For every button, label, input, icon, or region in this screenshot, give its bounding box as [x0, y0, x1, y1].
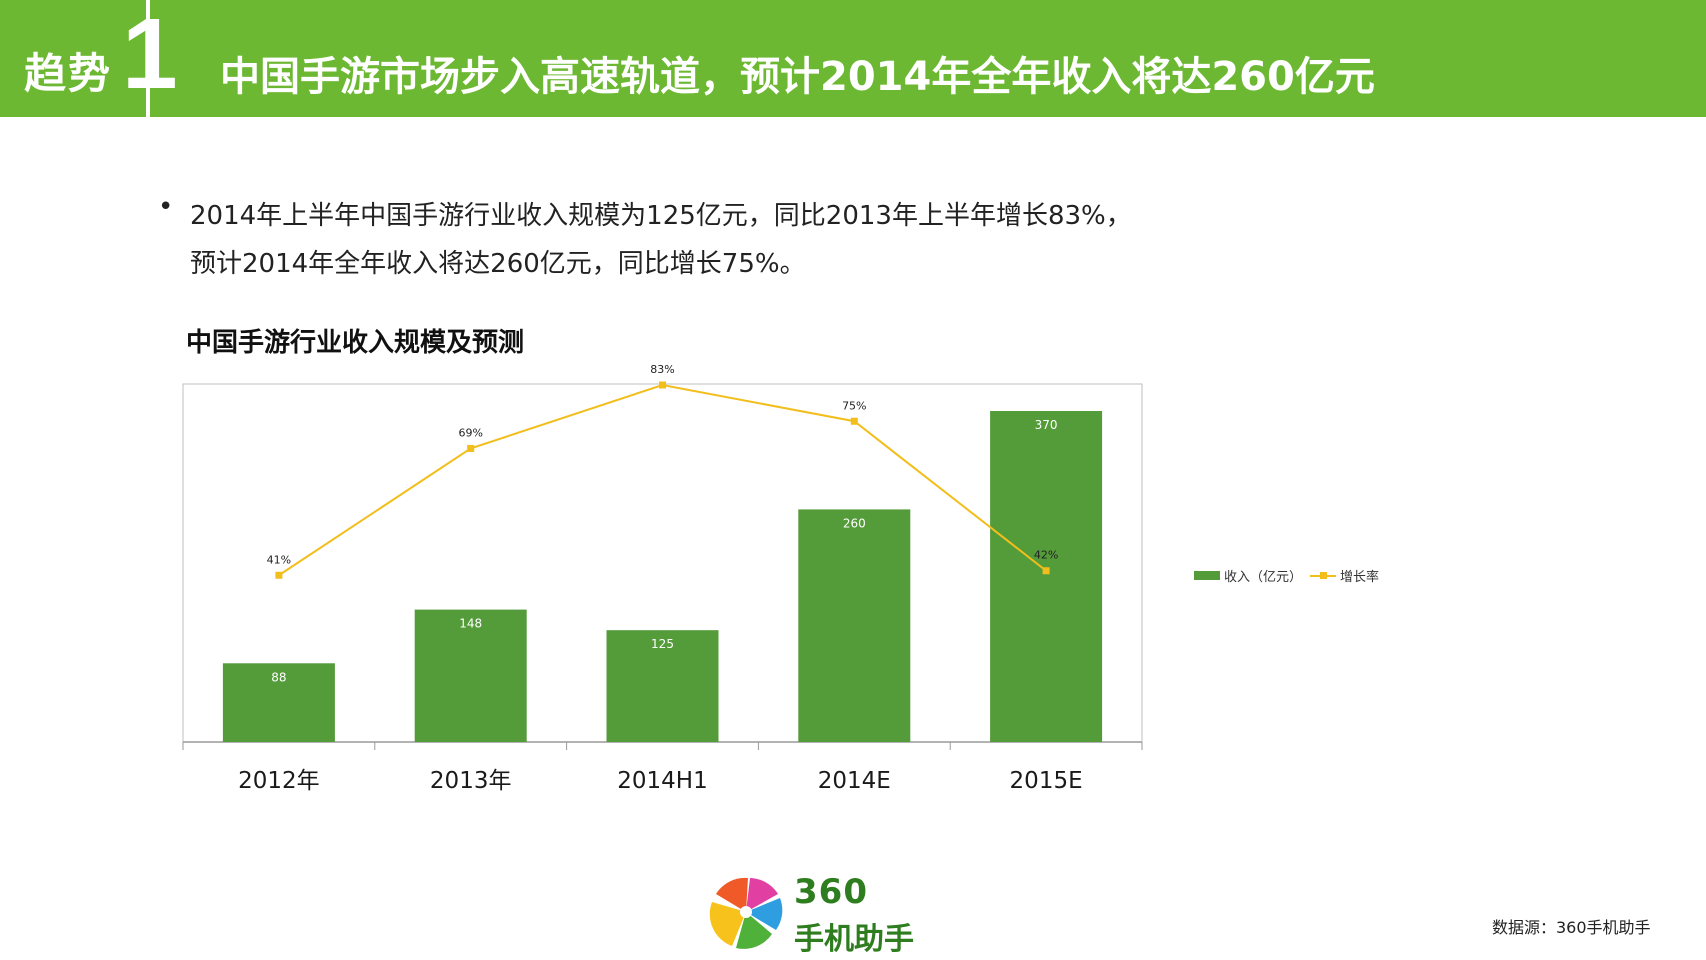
- page-title: 中国手游市场步入高速轨道，预计2014年全年收入将达260亿元: [220, 54, 1375, 100]
- x-tick-label: 2013年: [430, 768, 512, 794]
- bar-value-label: 88: [271, 670, 286, 684]
- header-bar: 趋势 1 中国手游市场步入高速轨道，预计2014年全年收入将达260亿元: [0, 0, 1706, 117]
- bar-value-label: 370: [1035, 418, 1058, 432]
- x-tick-label: 2015E: [1010, 768, 1083, 794]
- growth-value-label: 42%: [1034, 549, 1058, 562]
- legend-item-revenue: 收入（亿元）: [1194, 566, 1302, 585]
- growth-line: [278, 383, 1047, 577]
- x-tick-label: 2012年: [238, 768, 320, 794]
- logo-number: 360: [794, 872, 868, 912]
- growth-value-label: 41%: [267, 553, 291, 566]
- bar: [798, 509, 911, 742]
- legend-label-growth: 增长率: [1340, 570, 1380, 585]
- growth-point: [467, 444, 475, 452]
- bar: [414, 609, 527, 742]
- legend-bar-swatch: [1194, 571, 1220, 580]
- bullet-line-2: 预计2014年全年收入将达260亿元，同比增长75%。: [190, 249, 806, 279]
- brand-logo: 360 手机助手: [706, 872, 1006, 957]
- growth-value-label: 83%: [650, 363, 674, 376]
- bullet-line-1: 2014年上半年中国手游行业收入规模为125亿元，同比2013年上半年增长83%…: [190, 201, 1132, 231]
- chart-title: 中国手游行业收入规模及预测: [186, 328, 525, 358]
- chart-legend: 收入（亿元） 增长率: [1194, 566, 1379, 585]
- growth-point: [1042, 567, 1050, 575]
- bar: [606, 630, 719, 742]
- growth-point: [659, 381, 666, 389]
- bar-value-label: 148: [459, 617, 482, 631]
- header-divider: [146, 0, 150, 117]
- bar-value-label: 125: [651, 637, 674, 651]
- data-source: 数据源：360手机助手: [1492, 918, 1651, 937]
- bullet-dot-icon: •: [158, 192, 174, 222]
- x-tick-label: 2014E: [818, 768, 891, 794]
- bar-value-label: 260: [843, 516, 866, 530]
- growth-point: [275, 571, 283, 579]
- logo-flower-icon: [709, 877, 783, 949]
- growth-point: [850, 417, 858, 425]
- x-tick-label: 2014H1: [617, 768, 707, 794]
- legend-label-revenue: 收入（亿元）: [1224, 570, 1303, 585]
- legend-item-growth: 增长率: [1310, 566, 1379, 585]
- bar: [990, 411, 1103, 742]
- legend-line-swatch: [1310, 571, 1337, 580]
- growth-value-label: 69%: [458, 426, 482, 439]
- bullet-text: 2014年上半年中国手游行业收入规模为125亿元，同比2013年上半年增长83%…: [190, 192, 1190, 288]
- logo-name: 手机助手: [794, 922, 914, 957]
- growth-value-label: 75%: [842, 399, 866, 412]
- bar: [222, 663, 335, 742]
- section-label: 趋势: [24, 49, 113, 98]
